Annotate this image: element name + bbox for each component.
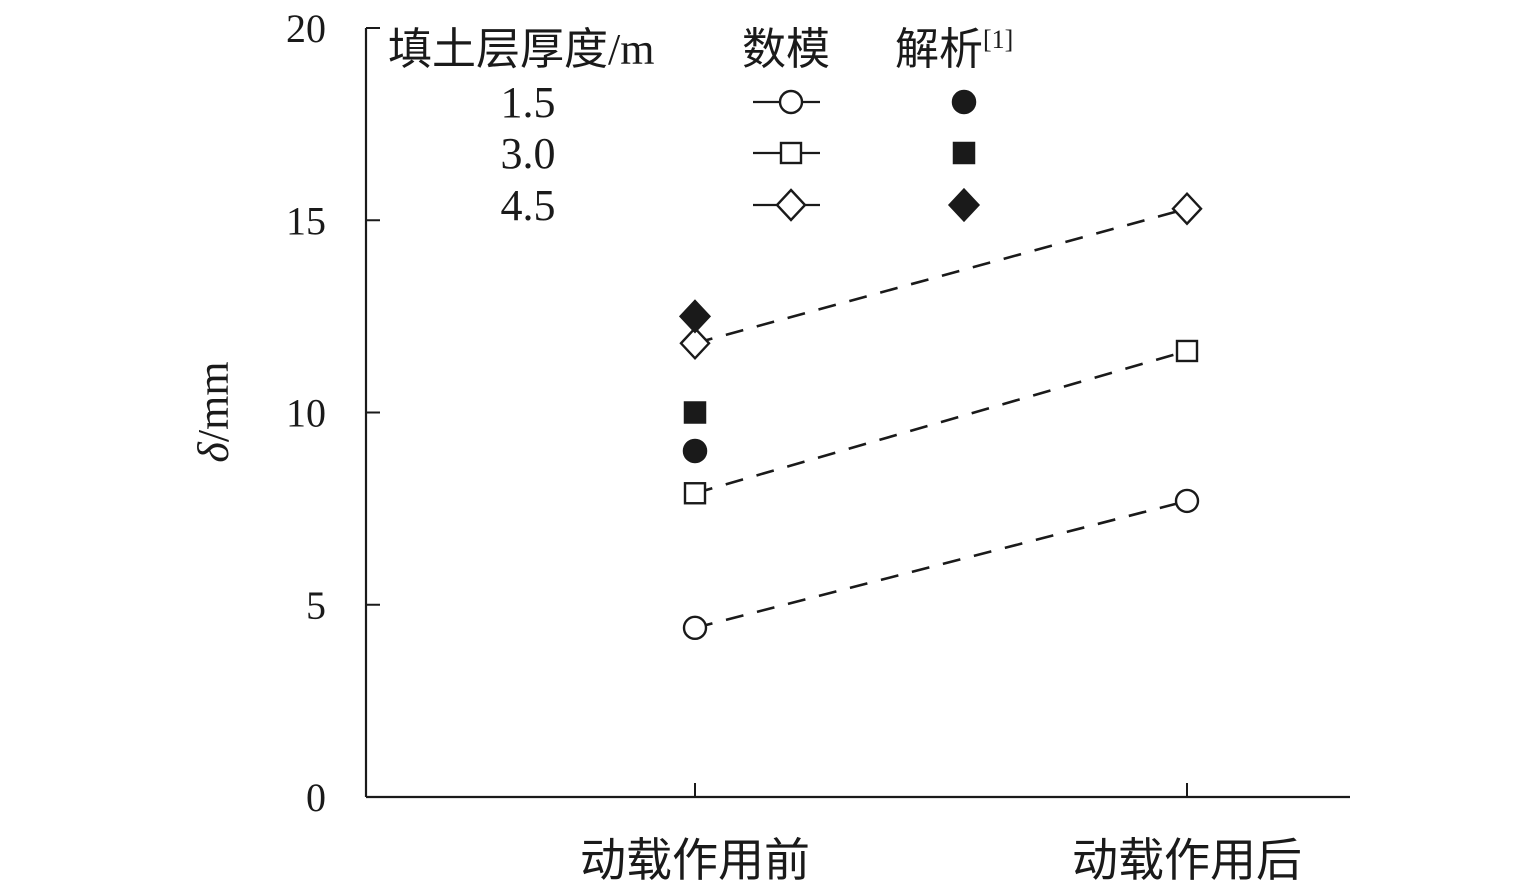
numerical-point-1.5-0 bbox=[682, 615, 708, 641]
numerical-point-4.5-0 bbox=[679, 326, 711, 361]
y-axis-unit: /mm bbox=[189, 361, 238, 442]
y-tick-label-3: 15 bbox=[286, 198, 326, 243]
y-tick-label-0: 0 bbox=[306, 775, 326, 820]
y-tick-label-4: 20 bbox=[286, 6, 326, 51]
legend-row-label-1: 3.0 bbox=[501, 129, 556, 178]
legend-row-filled-marker-0 bbox=[951, 89, 977, 115]
legend-header-analytical: 解析[1] bbox=[895, 25, 1013, 74]
legend-row-label-2: 4.5 bbox=[501, 181, 556, 230]
analytical-point-1.5-0 bbox=[682, 438, 708, 464]
legend-row-open-marker-2 bbox=[775, 188, 807, 222]
y-tick-label-2: 10 bbox=[286, 391, 326, 436]
y-tick-label-1: 5 bbox=[306, 583, 326, 628]
legend-header-analytical-text: 解析 bbox=[895, 25, 983, 74]
legend-rows: 1.53.04.5 bbox=[501, 78, 981, 230]
x-ticks: 动载作用前 动载作用后 bbox=[580, 783, 1302, 886]
x-category-label-1: 动载作用后 bbox=[1072, 835, 1302, 886]
numerical-line-1.5 bbox=[694, 499, 1188, 630]
legend-header-thickness: 填土层厚度/m bbox=[388, 25, 654, 74]
legend: 填土层厚度/m 数模 解析[1] 1.53.04.5 bbox=[388, 25, 1013, 230]
series-markers bbox=[678, 191, 1203, 641]
x-category-label-0: 动载作用前 bbox=[580, 835, 810, 886]
legend-row-open-marker-0 bbox=[778, 89, 804, 115]
numerical-point-3.0-0 bbox=[683, 482, 707, 505]
numerical-line-3.0 bbox=[694, 349, 1188, 495]
y-ticks: 0 5 10 15 20 bbox=[286, 6, 380, 820]
analytical-point-3.0-0 bbox=[683, 401, 707, 424]
y-axis-symbol: δ bbox=[189, 441, 238, 463]
legend-row-open-marker-1 bbox=[779, 141, 803, 165]
numerical-point-4.5-1 bbox=[1171, 191, 1203, 226]
legend-row-filled-marker-2 bbox=[947, 187, 981, 223]
legend-header-analytical-ref: [1] bbox=[983, 25, 1013, 54]
numerical-line-4.5 bbox=[694, 207, 1188, 345]
y-axis-title: δ/mm bbox=[189, 361, 238, 462]
legend-row-label-0: 1.5 bbox=[501, 78, 556, 127]
legend-row-filled-marker-1 bbox=[952, 141, 976, 165]
numerical-point-1.5-1 bbox=[1174, 488, 1200, 514]
series-lines bbox=[694, 207, 1188, 630]
legend-header-numerical: 数模 bbox=[742, 25, 830, 74]
analytical-point-4.5-0 bbox=[678, 299, 712, 334]
numerical-point-3.0-1 bbox=[1175, 339, 1199, 363]
